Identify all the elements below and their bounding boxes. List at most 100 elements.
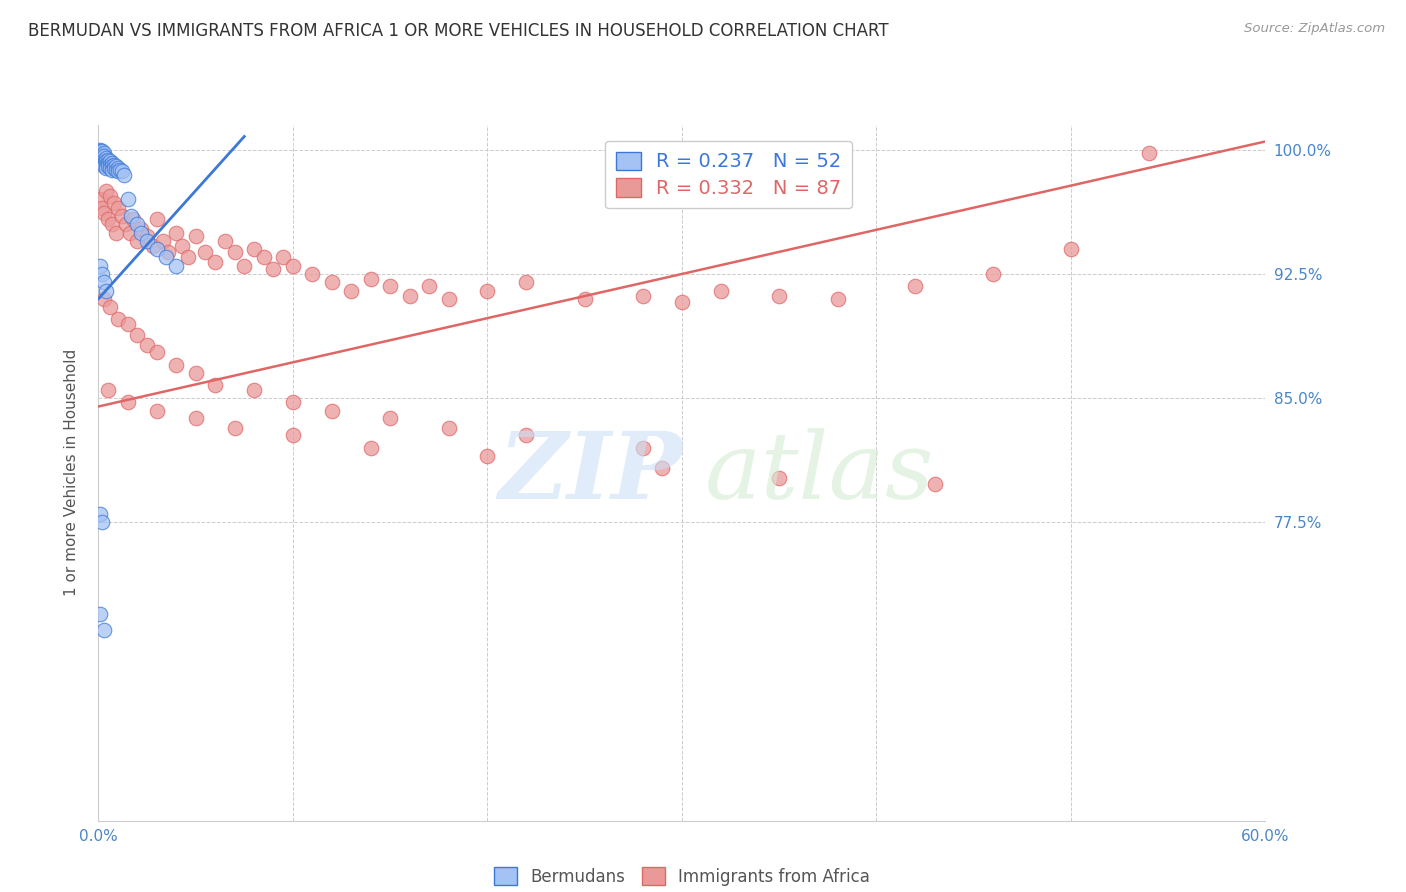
Point [104, 162, 127, 177]
Point [142, 239, 165, 253]
Point [204, 255, 226, 269]
Point [574, 292, 596, 306]
Point [107, 161, 129, 175]
Point [121, 209, 143, 223]
Point [104, 159, 127, 173]
Point [93, 292, 115, 306]
Point [360, 272, 382, 286]
Point [98, 154, 121, 169]
Text: BERMUDAN VS IMMIGRANTS FROM AFRICA 1 OR MORE VEHICLES IN HOUSEHOLD CORRELATION C: BERMUDAN VS IMMIGRANTS FROM AFRICA 1 OR … [28, 22, 889, 40]
Point [96, 184, 118, 198]
Point [631, 441, 654, 455]
Point [418, 278, 440, 293]
Point [194, 245, 217, 260]
Point [515, 427, 537, 442]
Point [904, 278, 927, 293]
Point [101, 162, 124, 177]
Point [127, 234, 149, 248]
Point [155, 251, 177, 265]
Point [136, 228, 159, 243]
Point [111, 209, 134, 223]
Point [253, 251, 276, 265]
Point [127, 328, 149, 343]
Text: Source: ZipAtlas.com: Source: ZipAtlas.com [1244, 22, 1385, 36]
Point [93, 149, 115, 163]
Point [340, 284, 363, 298]
Point [93, 623, 115, 637]
Point [827, 292, 849, 306]
Point [89, 607, 111, 621]
Point [651, 460, 673, 475]
Point [184, 367, 207, 381]
Point [89, 193, 111, 207]
Point [91, 153, 114, 167]
Point [117, 193, 139, 207]
Point [91, 201, 114, 215]
Point [98, 300, 121, 314]
Point [515, 275, 537, 289]
Point [214, 234, 236, 248]
Point [165, 226, 187, 240]
Point [924, 477, 946, 491]
Point [91, 145, 114, 159]
Point [136, 234, 159, 248]
Point [170, 239, 193, 253]
Point [108, 162, 131, 177]
Point [97, 212, 120, 227]
Point [671, 295, 693, 310]
Point [165, 259, 187, 273]
Point [129, 222, 152, 236]
Point [98, 189, 121, 203]
Text: ZIP: ZIP [498, 428, 682, 517]
Point [112, 168, 135, 182]
Point [1137, 146, 1160, 161]
Point [93, 205, 115, 219]
Point [89, 143, 111, 157]
Point [146, 404, 169, 418]
Point [177, 251, 200, 265]
Point [360, 441, 382, 455]
Point [146, 242, 169, 256]
Point [129, 226, 152, 240]
Point [321, 275, 343, 289]
Point [101, 159, 124, 173]
Point [118, 226, 141, 240]
Point [243, 242, 266, 256]
Y-axis label: 1 or more Vehicles in Household: 1 or more Vehicles in Household [65, 349, 79, 597]
Point [243, 383, 266, 397]
Point [96, 151, 118, 165]
Point [281, 427, 304, 442]
Point [103, 161, 125, 175]
Point [768, 471, 790, 485]
Point [101, 217, 124, 231]
Point [104, 226, 127, 240]
Point [204, 378, 226, 392]
Text: atlas: atlas [706, 428, 935, 517]
Point [103, 195, 125, 210]
Point [378, 278, 402, 293]
Point [262, 262, 284, 277]
Point [97, 159, 120, 173]
Point [768, 288, 790, 302]
Point [107, 201, 129, 215]
Point [91, 149, 114, 163]
Point [97, 383, 120, 397]
Point [631, 288, 654, 302]
Point [101, 156, 124, 170]
Point [89, 145, 111, 159]
Point [91, 151, 114, 165]
Point [97, 153, 120, 167]
Point [157, 245, 180, 260]
Point [398, 288, 420, 302]
Point [281, 259, 304, 273]
Point [981, 267, 1004, 281]
Point [93, 159, 115, 173]
Point [96, 158, 118, 172]
Point [146, 344, 169, 359]
Point [224, 421, 246, 435]
Point [165, 358, 187, 372]
Point [96, 161, 118, 175]
Point [281, 394, 304, 409]
Point [107, 311, 129, 326]
Point [136, 338, 159, 352]
